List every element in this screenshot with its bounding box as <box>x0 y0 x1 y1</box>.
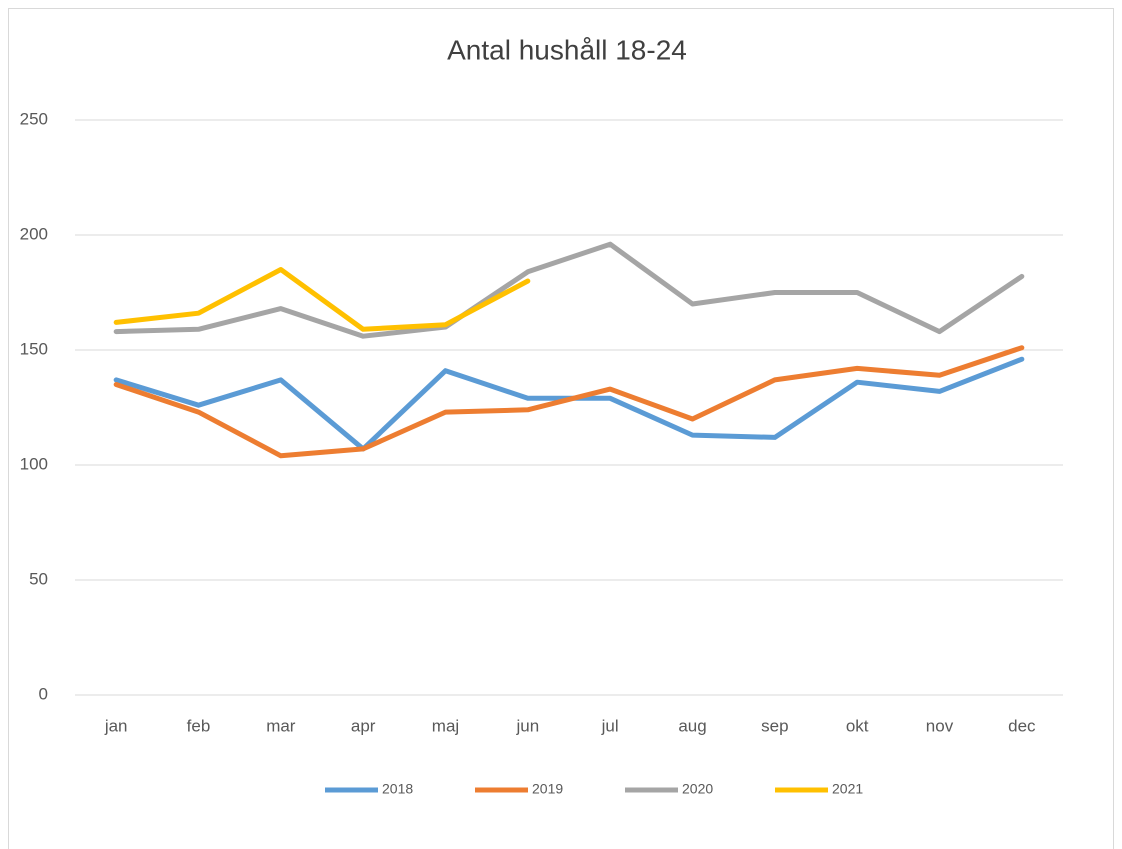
y-tick-label: 200 <box>20 224 48 243</box>
x-tick-label: mar <box>266 716 296 735</box>
x-tick-label: jun <box>515 716 539 735</box>
series-line <box>113 241 1025 339</box>
x-tick-label: apr <box>351 716 376 735</box>
x-tick-label: sep <box>761 716 788 735</box>
x-tick-label: jan <box>104 716 128 735</box>
y-tick-label: 0 <box>39 684 48 703</box>
x-tick-label: okt <box>846 716 869 735</box>
y-tick-label: 50 <box>29 569 48 588</box>
x-tick-label: maj <box>432 716 459 735</box>
chart-border <box>8 8 1114 849</box>
chart-title: Antal hushåll 18-24 <box>447 34 687 65</box>
y-tick-label: 100 <box>20 454 48 473</box>
x-tick-label: jul <box>601 716 619 735</box>
x-tick-label: nov <box>926 716 954 735</box>
legend-label: 2019 <box>532 781 563 797</box>
series-line <box>113 267 531 332</box>
y-tick-label: 250 <box>20 109 48 128</box>
legend-label: 2020 <box>682 781 713 797</box>
x-tick-label: feb <box>187 716 211 735</box>
series-line <box>113 345 1025 459</box>
legend-label: 2018 <box>382 781 413 797</box>
x-tick-label: dec <box>1008 716 1036 735</box>
y-tick-label: 150 <box>20 339 48 358</box>
legend-label: 2021 <box>832 781 863 797</box>
x-tick-label: aug <box>678 716 706 735</box>
